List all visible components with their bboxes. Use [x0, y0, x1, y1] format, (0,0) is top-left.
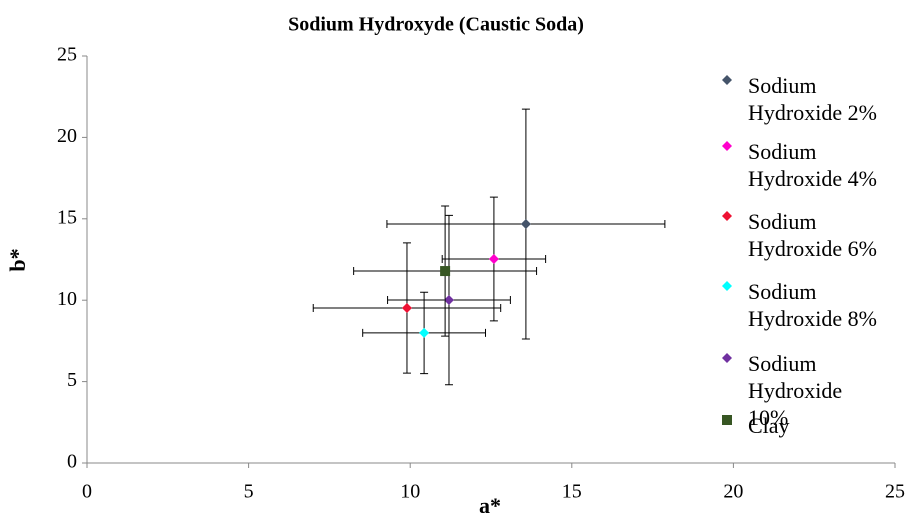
- legend-marker: [722, 415, 732, 425]
- chart-title: Sodium Hydroxyde (Caustic Soda): [288, 14, 584, 36]
- point: [520, 219, 531, 230]
- legend-marker: [722, 353, 732, 363]
- y-tick-label: 25: [57, 44, 77, 66]
- legend-label: Sodium Hydroxide 6%: [748, 209, 877, 261]
- point: [488, 254, 499, 265]
- point: [401, 303, 412, 314]
- x-tick-label: 5: [244, 481, 254, 503]
- y-tick-label: 10: [57, 288, 77, 310]
- x-tick-label: 0: [82, 481, 92, 503]
- legend-marker: [722, 211, 732, 221]
- legend-label: Sodium Hydroxide 10%: [748, 351, 843, 430]
- point: [419, 327, 430, 338]
- legend-label: Sodium Hydroxide 8%: [748, 279, 877, 331]
- x-axis-label: a*: [479, 493, 501, 518]
- x-tick-label: 15: [562, 481, 582, 503]
- x-tick-label: 25: [885, 481, 905, 503]
- point: [443, 295, 454, 306]
- point: [440, 266, 451, 277]
- legend-label: Sodium Hydroxide 4%: [748, 139, 877, 191]
- legend-label: Clay: [748, 413, 790, 438]
- y-tick-label: 5: [67, 369, 77, 391]
- x-tick-label: 20: [723, 481, 743, 503]
- legend-marker: [722, 75, 732, 85]
- y-tick-label: 20: [57, 125, 77, 147]
- legend-label: Sodium Hydroxide 2%: [748, 73, 877, 125]
- x-tick-label: 10: [400, 481, 420, 503]
- y-tick-label: 15: [57, 206, 77, 228]
- legend-marker: [722, 281, 732, 291]
- y-tick-label: 0: [67, 451, 77, 473]
- legend-marker: [722, 141, 732, 151]
- y-axis-label: b*: [5, 248, 30, 271]
